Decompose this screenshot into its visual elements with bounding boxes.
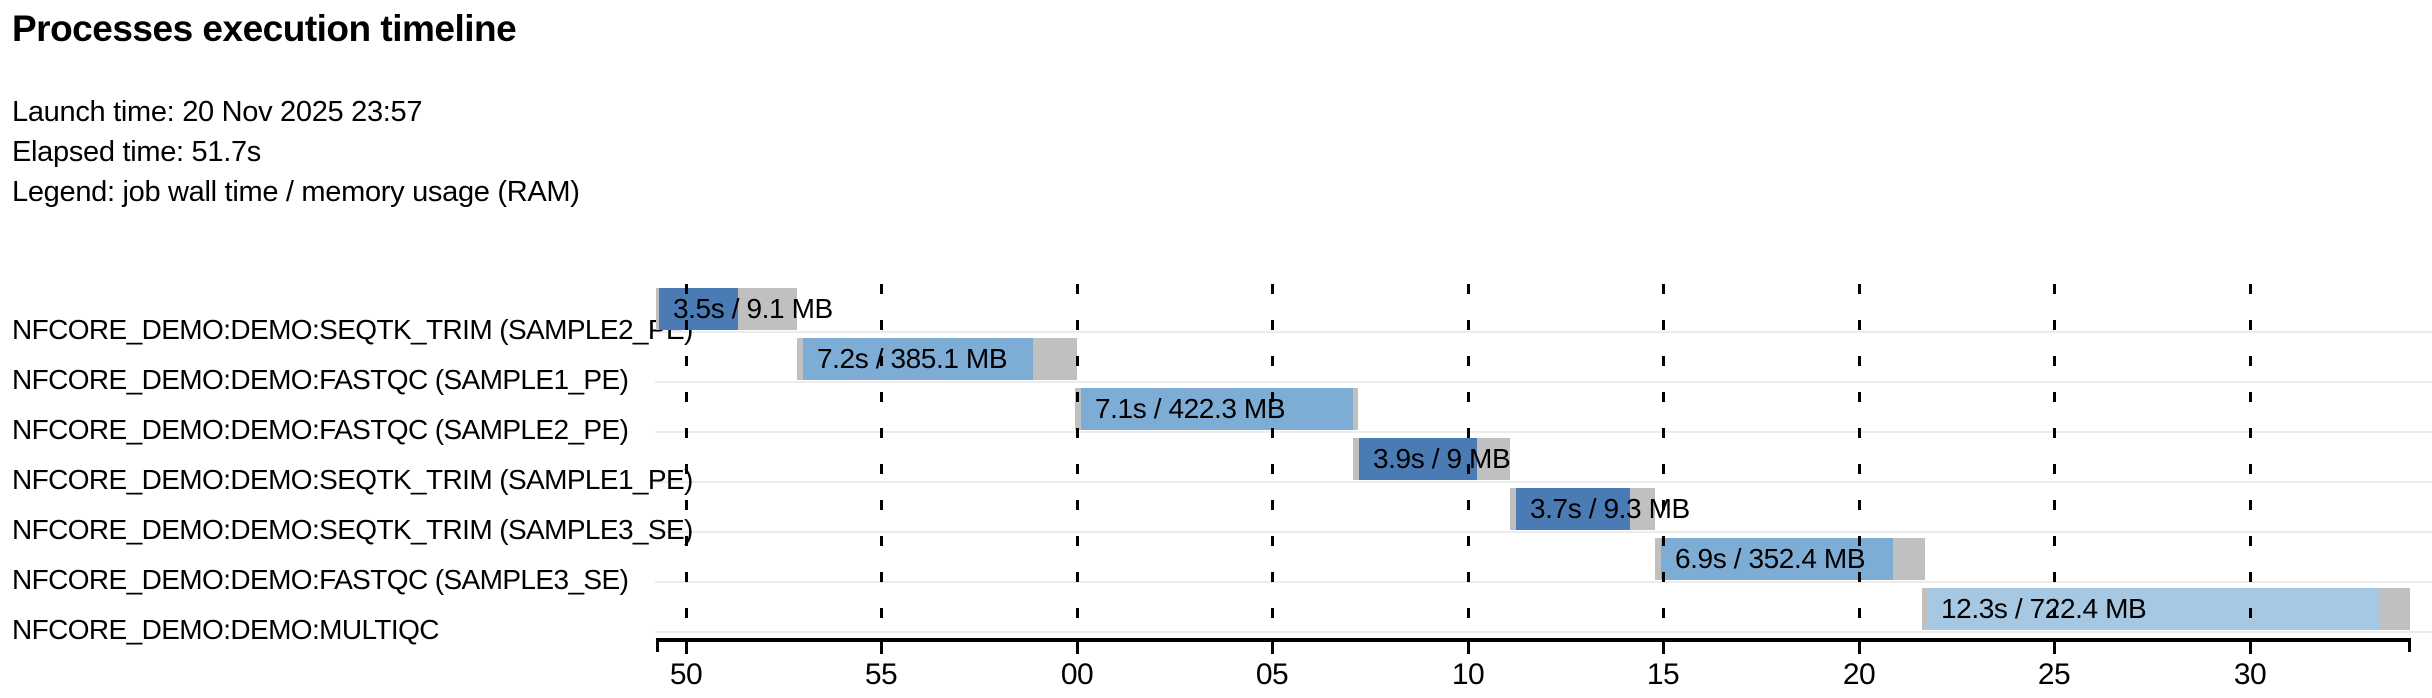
gridline [1662,284,1665,638]
x-axis-tick-label: 50 [669,658,703,691]
task-bar-label: 3.7s / 9.3 MB [1530,493,1690,524]
elapsed-time-text: Elapsed time: 51.7s [12,136,261,168]
row-separator [655,331,2432,333]
task-bar-post-segment [738,288,797,330]
x-axis-tick-label: 00 [1060,658,1094,691]
x-axis-tick [1271,642,1274,654]
x-axis-tick-label: 25 [2037,658,2071,691]
task-bar-post-segment [1033,338,1077,380]
gridline [1467,284,1470,638]
x-axis-tick [2053,642,2056,654]
gridline [685,284,688,638]
launch-time-text: Launch time: 20 Nov 2025 23:57 [12,96,423,128]
legend-text: Legend: job wall time / memory usage (RA… [12,176,580,208]
task-bar-pre-segment [797,338,803,380]
task-bar-pre-segment [1655,538,1661,580]
task-bar-run-segment [1661,538,1893,580]
task-bar-run-segment [1359,438,1477,480]
x-axis-tick-label: 15 [1646,658,1680,691]
task-bar-post-segment [1477,438,1510,480]
x-axis-tick-label: 05 [1255,658,1289,691]
task-bar-run-segment [1516,488,1630,530]
x-axis-tick [880,642,883,654]
x-axis-end-cap [2408,638,2411,652]
task-bar-label: 6.9s / 352.4 MB [1675,543,1866,574]
row-separator [655,481,2432,483]
task-bar-run-segment [803,338,1033,380]
x-axis-tick [1076,642,1079,654]
task-bar-pre-segment [1922,588,1927,630]
x-axis-tick [1467,642,1470,654]
task-bar-run-segment [1927,588,2379,630]
gridline [1858,284,1861,638]
task-name-label: NFCORE_DEMO:DEMO:FASTQC (SAMPLE3_SE) [12,564,629,595]
task-bar-label: 12.3s / 722.4 MB [1941,593,2147,624]
task-name-label: NFCORE_DEMO:DEMO:SEQTK_TRIM (SAMPLE1_PE) [12,464,693,495]
row-separator [655,531,2432,533]
gridline [2249,284,2252,638]
x-axis-tick [1858,642,1861,654]
x-axis-tick [685,642,688,654]
task-bar-pre-segment [656,288,659,330]
task-name-label: NFCORE_DEMO:DEMO:SEQTK_TRIM (SAMPLE3_SE) [12,514,693,545]
task-bar-run-segment [1081,388,1353,430]
row-separator [655,631,2432,633]
gridline [2053,284,2056,638]
task-bar-post-segment [2379,588,2410,630]
task-bar-post-segment [1353,388,1358,430]
task-bar-label: 7.2s / 385.1 MB [817,343,1008,374]
row-separator [655,431,2432,433]
x-axis-tick-label: 10 [1451,658,1485,691]
page-title: Processes execution timeline [12,8,517,49]
x-axis-tick-label: 20 [1842,658,1876,691]
gridline [880,284,883,638]
task-name-label: NFCORE_DEMO:DEMO:FASTQC (SAMPLE1_PE) [12,364,629,395]
x-axis-tick [2249,642,2252,654]
x-axis-tick [1662,642,1665,654]
task-bar-label: 7.1s / 422.3 MB [1095,393,1286,424]
task-name-label: NFCORE_DEMO:DEMO:SEQTK_TRIM (SAMPLE2_PE) [12,314,693,345]
x-axis-tick-label: 55 [864,658,898,691]
row-separator [655,381,2432,383]
task-bar-post-segment [1630,488,1655,530]
x-axis-tick-label: 30 [2233,658,2267,691]
task-bar-run-segment [659,288,738,330]
task-bar-pre-segment [1353,438,1359,480]
task-name-label: NFCORE_DEMO:DEMO:MULTIQC [12,614,439,645]
x-axis-line [656,638,2411,642]
gridline [1076,284,1079,638]
task-bar-label: 3.5s / 9.1 MB [673,293,833,324]
x-axis-end-cap [656,638,659,652]
task-name-label: NFCORE_DEMO:DEMO:FASTQC (SAMPLE2_PE) [12,414,629,445]
task-bar-pre-segment [1510,488,1516,530]
row-separator [655,581,2432,583]
task-bar-label: 3.9s / 9 MB [1373,443,1511,474]
task-bar-post-segment [1893,538,1925,580]
gridline [1271,284,1274,638]
